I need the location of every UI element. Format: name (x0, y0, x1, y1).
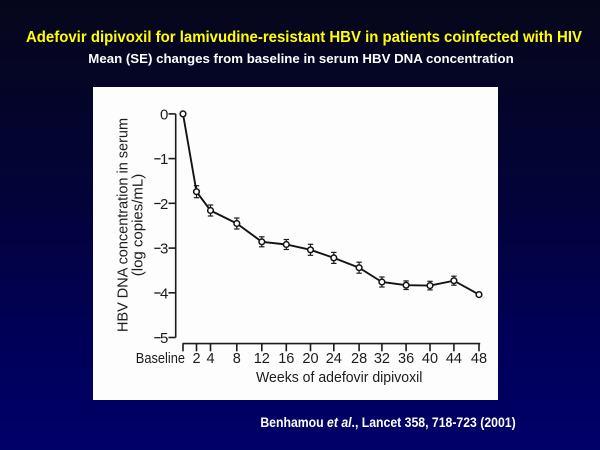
svg-text:28: 28 (351, 351, 367, 367)
svg-text:12: 12 (253, 351, 269, 367)
svg-text:0: 0 (159, 106, 167, 123)
svg-text:Baseline: Baseline (135, 350, 184, 366)
svg-text:4: 4 (206, 351, 214, 367)
svg-text:40: 40 (421, 351, 437, 367)
svg-text:2: 2 (159, 195, 167, 212)
svg-text:36: 36 (398, 351, 414, 367)
svg-text:48: 48 (470, 351, 486, 367)
svg-text:3: 3 (159, 240, 167, 257)
svg-text:32: 32 (373, 351, 389, 367)
svg-text:2: 2 (192, 351, 200, 367)
svg-text:HBV DNA concentration in serum: HBV DNA concentration in serum (115, 118, 131, 332)
svg-text:24: 24 (325, 351, 341, 367)
svg-text:8: 8 (232, 351, 240, 367)
svg-text:16: 16 (278, 351, 294, 367)
svg-text:(log copies/mL): (log copies/mL) (130, 173, 146, 276)
svg-text:5: 5 (159, 330, 167, 347)
svg-text:20: 20 (302, 351, 318, 367)
svg-text:4: 4 (159, 285, 167, 302)
svg-text:1: 1 (159, 151, 167, 168)
svg-text:Weeks of adefovir dipivoxil: Weeks of adefovir dipivoxil (256, 370, 422, 386)
svg-text:44: 44 (445, 351, 461, 367)
